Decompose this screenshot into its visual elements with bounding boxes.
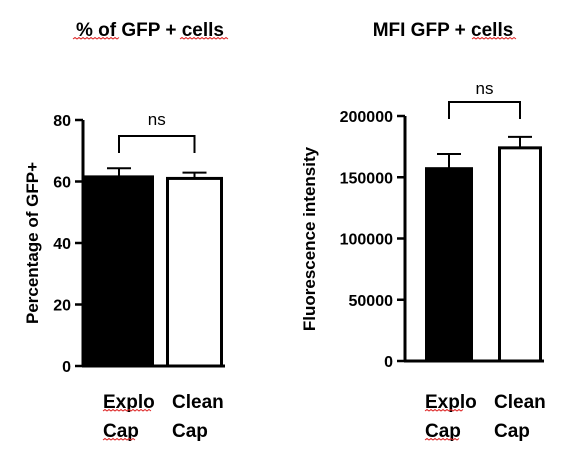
chart-title: % of GFP + cells	[76, 20, 224, 41]
y-axis-label: Percentage of GFP+	[23, 162, 42, 324]
y-tick-label: 150000	[340, 170, 393, 187]
category-label: Explo	[425, 392, 477, 413]
spellcheck-underline	[72, 36, 120, 40]
y-tick-label: 50000	[349, 293, 394, 310]
spellcheck-underline	[179, 36, 229, 40]
spellcheck-underline	[102, 437, 136, 441]
significance-label: ns	[476, 79, 494, 98]
category-label: Cap	[425, 421, 461, 442]
bar-2	[498, 146, 542, 363]
category-label: Clean	[494, 392, 546, 413]
bar-1	[84, 175, 154, 368]
bar-2	[166, 176, 223, 368]
y-tick-label: 100000	[340, 232, 393, 249]
chart-title: MFI GFP + cells	[373, 20, 514, 41]
y-tick-label: 0	[62, 359, 71, 376]
y-tick-label: 40	[53, 236, 71, 253]
spellcheck-underline	[424, 408, 464, 412]
chart-panel-1: % of GFP + cells Percentage of GFP+ 0 20 40 6…	[23, 20, 225, 442]
bar-1	[425, 167, 473, 363]
significance-label: ns	[148, 110, 166, 129]
category-label: Cap	[494, 421, 530, 442]
category-label: Cap	[172, 421, 208, 442]
y-tick-label: 20	[53, 298, 71, 315]
spellcheck-underline	[424, 437, 460, 441]
significance-bracket	[118, 135, 196, 153]
y-tick-label: 80	[53, 113, 71, 130]
y-axis-label: Fluorescence intensity	[300, 146, 319, 331]
y-tick-label: 200000	[340, 109, 393, 126]
spellcheck-underline	[102, 408, 152, 412]
category-label: Clean	[172, 392, 224, 413]
y-tick-label: 0	[384, 354, 393, 371]
spellcheck-underline	[471, 36, 517, 40]
y-tick-label: 60	[53, 175, 71, 192]
significance-bracket	[448, 101, 521, 119]
category-label: Cap	[103, 421, 139, 442]
category-label: Explo	[103, 392, 155, 413]
chart-panel-2: MFI GFP + cells Fluorescence intensity 0 50…	[300, 20, 546, 442]
